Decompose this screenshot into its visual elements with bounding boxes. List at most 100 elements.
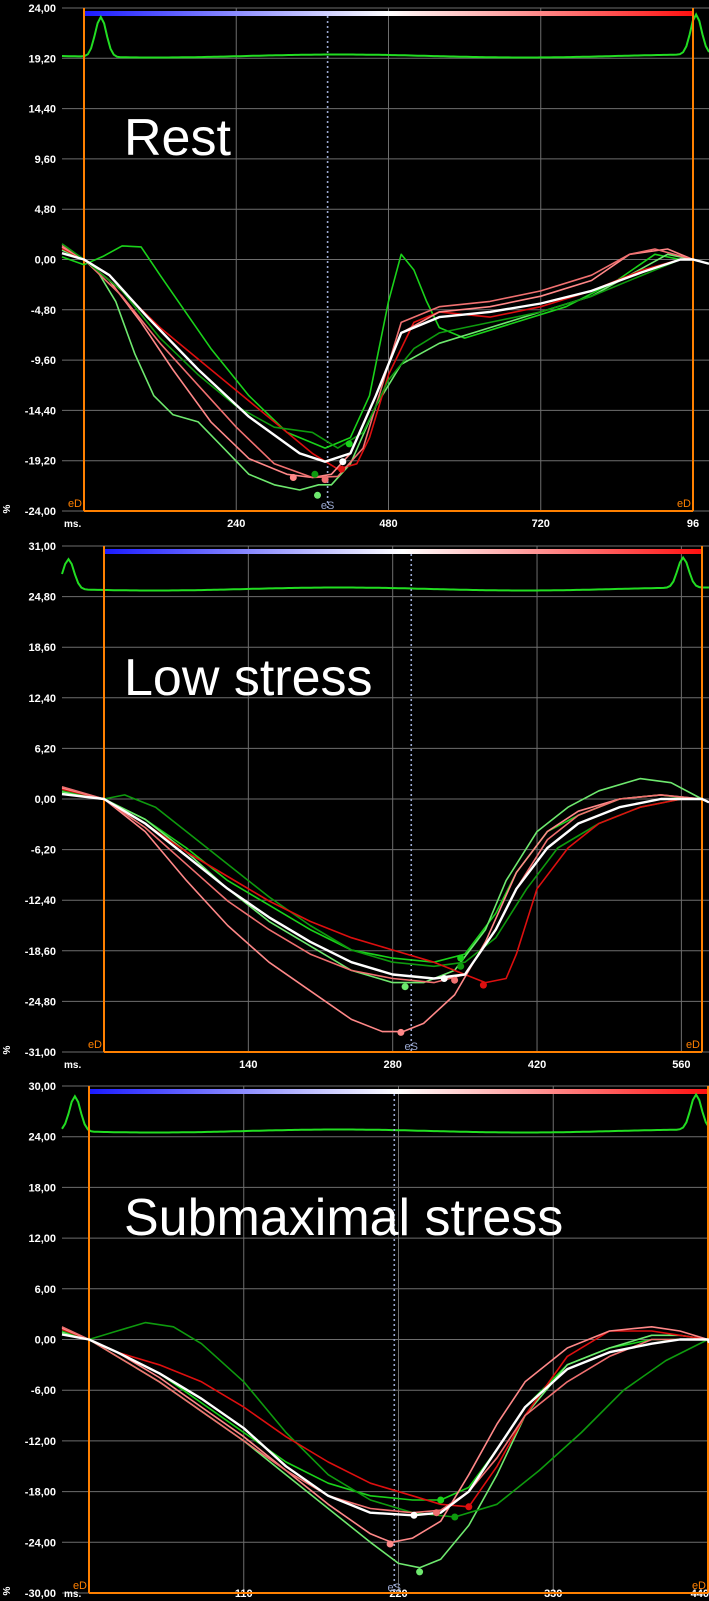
peak-strain-marker (397, 1028, 405, 1036)
peak-strain-marker (386, 1540, 394, 1548)
y-tick-label: 0,00 (35, 255, 56, 267)
y-tick-label: -19,20 (25, 456, 56, 468)
y-tick-label: 24,80 (28, 592, 56, 604)
y-tick-label: 12,00 (28, 1233, 56, 1245)
y-axis-unit-label: % (2, 504, 13, 513)
y-tick-label: 24,00 (28, 3, 56, 15)
y-tick-label: 24,00 (28, 1132, 56, 1144)
y-tick-label: -12,40 (25, 895, 56, 907)
y-tick-label: -4,80 (31, 305, 56, 317)
x-tick-label: 140 (239, 1059, 257, 1071)
end-diastole-label-left: eD (68, 498, 82, 510)
peak-strain-marker (410, 1511, 418, 1519)
strain-curve-light-red (61, 1326, 709, 1514)
panel-title: Submaximal stress (124, 1189, 563, 1247)
y-tick-label: 18,00 (28, 1182, 56, 1194)
peak-strain-marker (338, 465, 346, 473)
strain-curve-white (61, 252, 709, 463)
end-diastole-label-right: eD (686, 1039, 700, 1051)
peak-strain-marker (437, 1496, 445, 1504)
x-tick-label: 720 (532, 518, 550, 530)
peak-strain-marker (457, 954, 465, 962)
ecg-trace (61, 12, 709, 59)
y-tick-label: 0,00 (35, 794, 56, 806)
strain-curve-light-red (61, 244, 709, 479)
y-tick-label: 9,60 (35, 154, 56, 166)
peak-strain-marker (451, 1513, 459, 1521)
x-tick-label: 280 (384, 1059, 402, 1071)
y-tick-label: 4,80 (35, 204, 56, 216)
y-tick-label: -31,00 (25, 1047, 56, 1059)
strain-curve-white (61, 792, 709, 980)
peak-strain-marker (465, 1503, 473, 1511)
y-tick-label: -24,00 (25, 506, 56, 518)
end-systole-label: eS (321, 500, 334, 512)
strain-curve-pink (61, 1326, 709, 1544)
strain-curve-light-green (61, 777, 709, 984)
strain-curve-red (61, 247, 709, 470)
peak-strain-marker (457, 962, 465, 970)
end-systole-label: eS (388, 1582, 401, 1594)
strain-curve-red (61, 1328, 709, 1508)
y-tick-label: 0,00 (35, 1335, 56, 1347)
peak-strain-marker (416, 1568, 424, 1576)
panel-title: Rest (124, 109, 231, 167)
strain-curve-dark-green (61, 243, 709, 449)
chart-panel-2: 31,00 24,80 18,60 12,40 6,20 0,00 -6,20 -12,40 -… (2, 541, 709, 1071)
x-tick-label: 560 (672, 1059, 690, 1071)
y-tick-label: -18,00 (25, 1487, 56, 1499)
end-diastole-label-left: eD (73, 1580, 87, 1592)
y-tick-label: 14,40 (28, 104, 56, 116)
peak-strain-marker (440, 975, 448, 982)
y-tick-label: -18,60 (25, 946, 56, 958)
x-axis-unit-label: ms. (64, 1060, 81, 1071)
peak-strain-marker (479, 981, 487, 989)
y-tick-label: 31,00 (28, 541, 56, 553)
strain-curve-dark-green (61, 1321, 709, 1518)
chart-panel-1: 24,00 19,20 14,40 9,60 4,80 0,00 -4,80 -9,60 -14… (2, 3, 709, 530)
y-tick-label: -30,00 (25, 1588, 56, 1600)
peak-strain-marker (339, 458, 347, 466)
colorbar (84, 11, 693, 16)
colorbar (89, 1089, 708, 1094)
y-tick-label: -12,00 (25, 1436, 56, 1448)
ecg-trace (61, 1092, 709, 1134)
y-axis-unit-label: % (2, 1586, 13, 1595)
x-tick-label: 240 (227, 518, 245, 530)
peak-strain-marker (401, 983, 409, 991)
x-tick-label: 480 (379, 518, 397, 530)
y-tick-label: 19,20 (28, 53, 56, 65)
peak-strain-marker (311, 470, 319, 478)
strain-curve-light-red (61, 786, 709, 984)
end-diastole-label-right: eD (677, 498, 691, 510)
peak-strain-marker (451, 976, 459, 984)
y-axis-unit-label: % (2, 1045, 13, 1054)
y-tick-label: 30,00 (28, 1081, 56, 1093)
y-tick-label: 12,40 (28, 693, 56, 705)
y-tick-label: -6,20 (31, 845, 56, 857)
y-tick-label: -24,00 (25, 1537, 56, 1549)
end-diastole-label-right: eD (692, 1580, 706, 1592)
panel-title: Low stress (124, 649, 373, 707)
y-tick-label: -14,40 (25, 405, 56, 417)
y-tick-label: -6,00 (31, 1385, 56, 1397)
y-tick-label: -24,80 (25, 996, 56, 1008)
peak-strain-marker (433, 1509, 440, 1517)
x-axis-unit-label: ms. (64, 1589, 81, 1600)
peak-strain-marker (321, 476, 329, 484)
ecg-trace (61, 555, 709, 592)
x-tick-label: 96 (687, 518, 699, 530)
end-systole-label: eS (405, 1041, 418, 1053)
x-axis-unit-label: ms. (64, 519, 81, 530)
y-tick-label: 6,20 (35, 743, 56, 755)
colorbar (104, 549, 702, 554)
chart-panel-3: 30,00 24,00 18,00 12,00 6,00 0,00 -6,00 -12,00 -… (2, 1081, 709, 1600)
peak-strain-marker (289, 474, 297, 481)
strain-curve-white (61, 1333, 709, 1517)
end-diastole-label-left: eD (88, 1039, 102, 1051)
peak-strain-marker (314, 491, 321, 499)
y-tick-label: 18,60 (28, 642, 56, 654)
y-tick-label: 6,00 (35, 1284, 56, 1296)
y-tick-label: -9,60 (31, 355, 56, 367)
